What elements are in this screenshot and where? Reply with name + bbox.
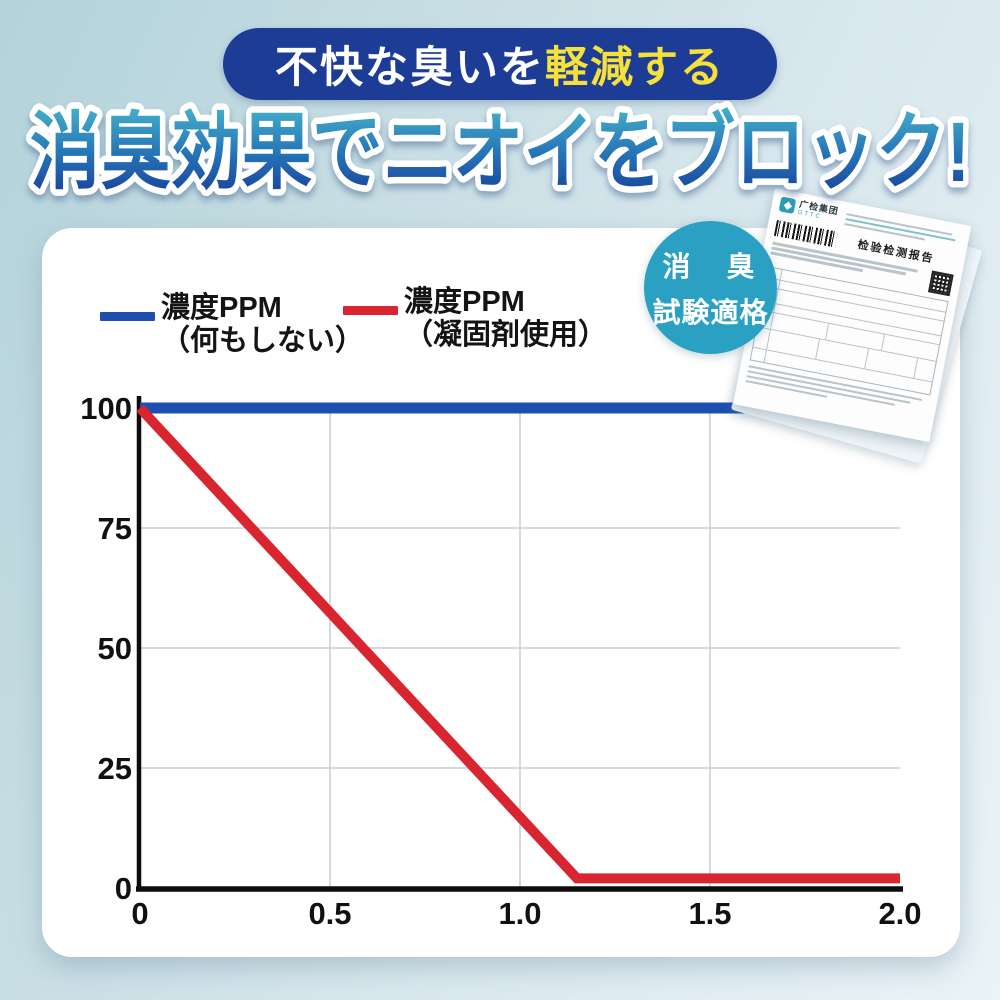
legend-item-untreated: 濃度PPM （何もしない）	[100, 292, 364, 359]
legend-label: 濃度PPM （凝固剤使用）	[404, 286, 607, 353]
top-banner: 不快な臭いを 軽減する	[223, 28, 777, 100]
qr-code-icon	[928, 270, 954, 296]
deodorize-test-badge: 消 臭 試験適格	[644, 221, 777, 354]
legend-swatch-red	[343, 306, 398, 315]
series-line-red	[136, 404, 900, 884]
badge-line2: 試験適格	[652, 296, 769, 328]
legend-label-line1: 濃度PPM	[404, 286, 525, 318]
legend-label: 濃度PPM （何もしない）	[161, 292, 364, 359]
banner-text-highlight: 軽減する	[545, 44, 725, 92]
page-title: 消臭効果でニオイをブロック!	[30, 105, 970, 199]
badge-line1: 消 臭	[662, 250, 759, 282]
legend-label-line2: （凝固剤使用）	[404, 319, 608, 352]
legend-item-coagulant: 濃度PPM （凝固剤使用）	[343, 286, 607, 353]
legend-label-line2: （何もしない）	[161, 325, 365, 358]
legend-label-line1: 濃度PPM	[161, 292, 282, 324]
legend-swatch-blue	[100, 312, 155, 321]
banner-text: 不快な臭いを	[275, 44, 545, 92]
headline-art: 消臭効果でニオイをブロック!	[24, 99, 977, 206]
